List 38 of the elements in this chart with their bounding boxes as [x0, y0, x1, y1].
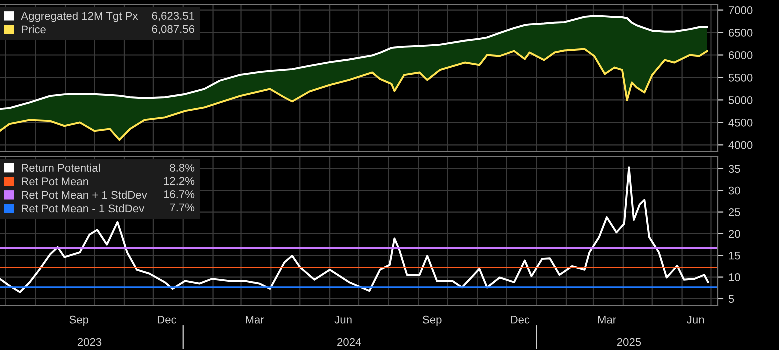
x-tick-label: Dec — [511, 316, 530, 324]
y-tick-label: 5 — [728, 295, 734, 304]
legend-label: Ret Pot Mean — [22, 178, 88, 186]
x-tick-label: Jun — [687, 316, 704, 324]
y-tick-label: 6000 — [728, 52, 753, 60]
annotation: 6,087.56 — [152, 25, 195, 35]
x2-tick-label: 2023 — [78, 338, 102, 346]
y-tick-label: 30 — [728, 186, 740, 195]
y-tick-label: 5000 — [728, 96, 753, 104]
x2-tick-label: 2024 — [338, 338, 362, 346]
x-tick-label: Jun — [334, 316, 352, 324]
y-tick-label: 25 — [728, 208, 740, 216]
y-tick-label: 4500 — [728, 118, 753, 127]
y-tick-label: 10 — [729, 274, 740, 282]
y-tick-label: 15 — [729, 252, 740, 260]
x-tick-label: Mar — [246, 316, 264, 324]
x-tick-label: Mar — [598, 316, 616, 324]
annotation: 8.8% — [170, 164, 195, 172]
legend-label: Ret Pot Mean + 1 StdDev — [22, 190, 148, 200]
legend-label: Ret Pot Mean - 1 StdDev — [22, 204, 145, 213]
legend-label: Price — [22, 25, 46, 34]
x2-tick-label: 2025 — [617, 338, 642, 346]
x-tick-label: Sep — [70, 316, 89, 326]
x-tick-label: Dec — [158, 316, 177, 324]
y-tick-label: 6500 — [728, 29, 753, 37]
y-tick-label: 35 — [728, 165, 740, 174]
legend-label: Aggregated 12M Tgt Px — [21, 12, 138, 22]
annotation: 12.2% — [164, 177, 195, 186]
y-tick-label: 4000 — [728, 141, 753, 150]
y-tick-label: 20 — [728, 230, 740, 238]
x-tick-label: Sep — [422, 316, 442, 326]
legend-label: Return Potential — [22, 164, 100, 172]
y-tick-label: 5500 — [728, 74, 753, 82]
annotation: 6,623.51 — [152, 12, 194, 22]
line-series — [0, 48, 708, 142]
annotation: 16.7% — [164, 190, 195, 198]
y-tick-label: 7000 — [728, 6, 753, 14]
annotation: 7.7% — [170, 204, 195, 212]
